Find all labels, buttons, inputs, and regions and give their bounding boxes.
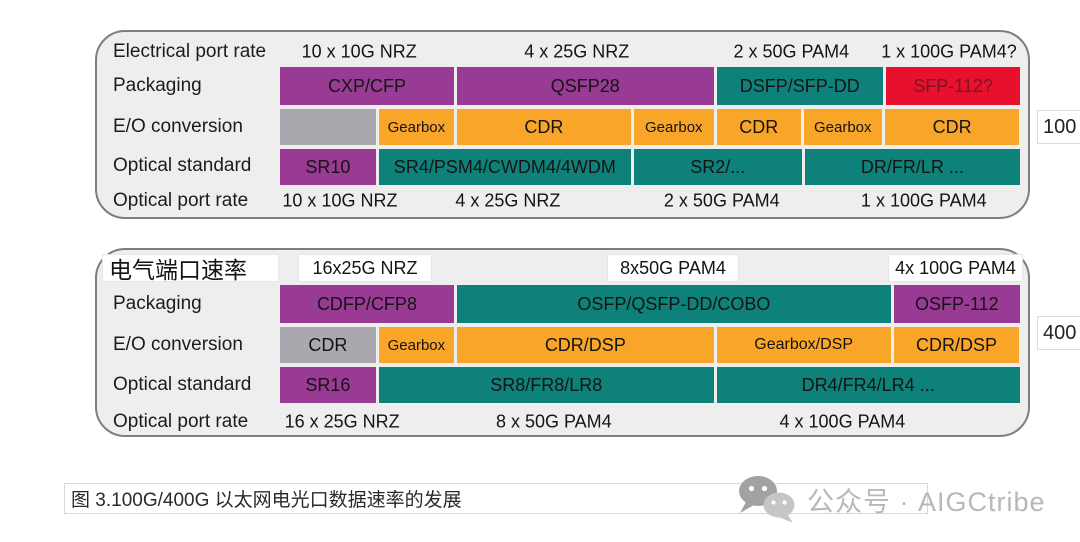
optical-standard-block: SR2/...: [633, 149, 802, 185]
panel-400g-blocks: CDFP/CFP8 OSFP/QSFP-DD/COBO OSFP-112 CDR…: [280, 285, 1020, 403]
side-tag-100: 100: [1037, 110, 1080, 144]
eo-block: CDR/DSP: [893, 327, 1020, 363]
wechat-icon: [735, 475, 799, 523]
optical-standard-row: SR10 SR4/PSM4/CWDM4/4WDM SR2/... DR/FR/L…: [280, 149, 1021, 185]
optical-rate-value: 8 x 50G PAM4: [495, 411, 612, 432]
electrical-rate-value: 8x50G PAM4: [607, 254, 739, 282]
eo-block: Gearbox/DSP: [716, 327, 891, 363]
packaging-block: QSFP28: [456, 67, 714, 105]
packaging-block: OSFP/QSFP-DD/COBO: [456, 285, 891, 323]
row-label-optical-port-rate: Optical port rate: [113, 190, 249, 211]
row-label-optical-standard: Optical standard: [113, 155, 252, 176]
row-label-packaging: Packaging: [113, 75, 202, 96]
eo-block: CDR: [716, 109, 801, 145]
optical-rate-value: 4 x 100G PAM4: [779, 411, 906, 432]
optical-standard-block: SR4/PSM4/CWDM4/4WDM: [378, 149, 631, 185]
eo-block: CDR/DSP: [456, 327, 714, 363]
eo-block: Gearbox: [803, 109, 882, 145]
optical-rate-value: 1 x 100G PAM4: [860, 190, 987, 211]
optical-standard-row: SR16 SR8/FR8/LR8 DR4/FR4/LR4 ...: [280, 367, 1020, 403]
optical-rate-value: 10 x 10G NRZ: [282, 190, 398, 211]
row-label-eo-conversion: E/O conversion: [113, 334, 243, 355]
packaging-block: CDFP/CFP8: [280, 285, 454, 323]
optical-rate-value: 2 x 50G PAM4: [663, 190, 780, 211]
optical-rate-value: 16 x 25G NRZ: [284, 411, 400, 432]
packaging-row: CXP/CFP QSFP28 DSFP/SFP-DD SFP-112?: [280, 67, 1021, 105]
panel-100g-blocks: CXP/CFP QSFP28 DSFP/SFP-DD SFP-112? Gear…: [280, 67, 1021, 185]
optical-standard-block: SR10: [280, 149, 376, 185]
eo-conversion-row: Gearbox CDR Gearbox CDR Gearbox CDR: [280, 109, 1020, 145]
optical-rate-value: 4 x 25G NRZ: [455, 190, 561, 211]
electrical-rate-value: 16x25G NRZ: [298, 254, 432, 282]
panel-100g: Electrical port rate Packaging E/O conve…: [95, 30, 1030, 219]
row-label-packaging: Packaging: [113, 293, 202, 314]
packaging-block: DSFP/SFP-DD: [716, 67, 883, 105]
eo-block: CDR: [280, 327, 376, 363]
packaging-block: OSFP-112: [893, 285, 1020, 323]
row-label-eo-conversion: E/O conversion: [113, 116, 243, 137]
watermark: 公众号 · AIGCtribe: [735, 474, 1046, 524]
row-label-optical-port-rate: Optical port rate: [113, 411, 249, 432]
electrical-rate-value: 10 x 10G NRZ: [301, 41, 417, 62]
row-label-electrical-port-rate-cn: 电气端口速率: [102, 254, 279, 283]
panel-100g-content: 10 x 10G NRZ 4 x 25G NRZ 2 x 50G PAM4 1 …: [280, 32, 1020, 217]
eo-block: Gearbox: [378, 109, 454, 145]
optical-standard-block: DR/FR/LR ...: [804, 149, 1021, 185]
eo-block: CDR: [884, 109, 1020, 145]
packaging-block: SFP-112?: [885, 67, 1021, 105]
electrical-rate-value: 1 x 100G PAM4?: [881, 41, 1017, 62]
eo-block: Gearbox: [378, 327, 454, 363]
row-label-electrical-port-rate: Electrical port rate: [113, 41, 267, 62]
row-label-optical-standard: Optical standard: [113, 374, 252, 395]
optical-standard-block: SR8/FR8/LR8: [378, 367, 714, 403]
packaging-block: CXP/CFP: [280, 67, 454, 105]
panel-400g-content: 16x25G NRZ 8x50G PAM4 4x 100G PAM4 16 x …: [280, 250, 1023, 435]
eo-block: Gearbox: [633, 109, 714, 145]
eo-block: CDR: [456, 109, 631, 145]
eo-block-empty: [280, 109, 376, 145]
watermark-text: 公众号 · AIGCtribe: [807, 486, 1046, 517]
side-tag-400: 400: [1037, 316, 1080, 350]
optical-standard-block: SR16: [280, 367, 376, 403]
electrical-rate-value: 4 x 25G NRZ: [524, 41, 630, 62]
electrical-rate-value: 4x 100G PAM4: [888, 254, 1023, 282]
panel-400g: 电气端口速率 Packaging E/O conversion Optical …: [95, 248, 1030, 437]
eo-conversion-row: CDR Gearbox CDR/DSP Gearbox/DSP CDR/DSP: [280, 327, 1020, 363]
optical-standard-block: DR4/FR4/LR4 ...: [716, 367, 1020, 403]
packaging-row: CDFP/CFP8 OSFP/QSFP-DD/COBO OSFP-112: [280, 285, 1020, 323]
electrical-rate-value: 2 x 50G PAM4: [733, 41, 850, 62]
